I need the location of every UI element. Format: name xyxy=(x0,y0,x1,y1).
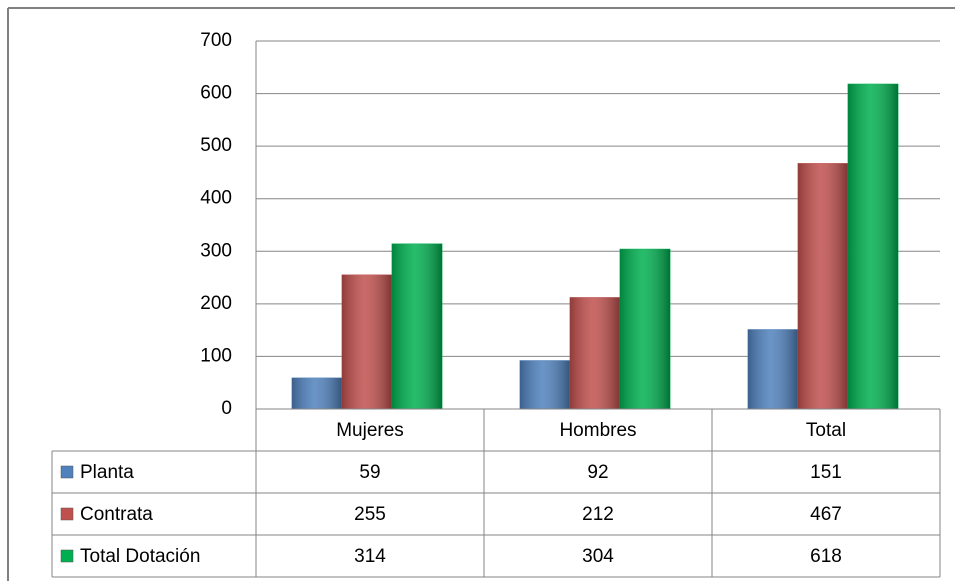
bar-shade xyxy=(392,243,442,409)
y-tick-label: 300 xyxy=(200,240,232,261)
legend-key xyxy=(60,549,74,563)
x-tick-label: Mujeres xyxy=(336,420,404,441)
table-value: 92 xyxy=(587,462,608,483)
y-tick-label: 200 xyxy=(200,293,232,314)
table-value: 467 xyxy=(810,504,842,525)
legend-label: Planta xyxy=(80,462,134,483)
legend-key xyxy=(60,507,74,521)
y-tick-label: 400 xyxy=(200,188,232,209)
bar-shade xyxy=(342,274,392,409)
table-value: 151 xyxy=(810,462,842,483)
bar-shade xyxy=(620,249,670,409)
bar-shade xyxy=(748,329,798,409)
y-tick-label: 700 xyxy=(200,30,232,51)
bar-shade xyxy=(292,377,342,409)
legend-key xyxy=(60,465,74,479)
y-tick-label: 0 xyxy=(221,398,232,419)
table-value: 618 xyxy=(810,546,842,567)
bar-shade xyxy=(848,84,898,409)
x-tick-label: Hombres xyxy=(559,420,636,441)
bar-shade xyxy=(520,360,570,409)
table-value: 59 xyxy=(359,462,380,483)
table-value: 304 xyxy=(582,546,614,567)
table-value: 212 xyxy=(582,504,614,525)
bar-shade xyxy=(798,163,848,409)
table-value: 255 xyxy=(354,504,386,525)
y-tick-label: 100 xyxy=(200,345,232,366)
bar-shade xyxy=(570,297,620,409)
legend-label: Contrata xyxy=(80,504,153,525)
x-tick-label: Total xyxy=(806,420,846,441)
table-value: 314 xyxy=(354,546,386,567)
y-tick-label: 600 xyxy=(200,83,232,104)
y-tick-label: 500 xyxy=(200,135,232,156)
legend-label: Total Dotación xyxy=(80,546,200,567)
